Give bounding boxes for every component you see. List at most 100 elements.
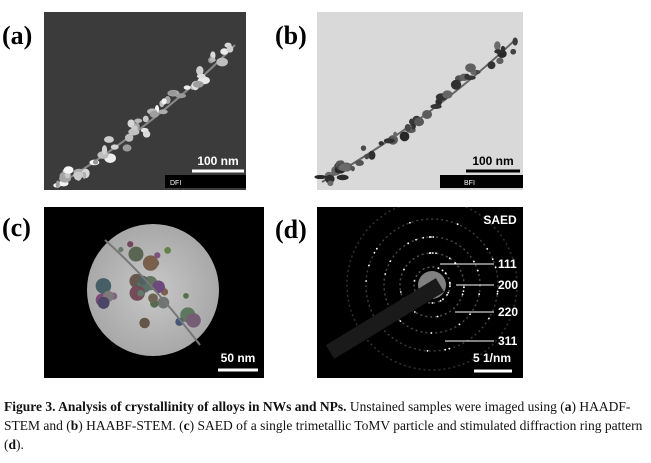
diffraction-spot: [415, 238, 417, 241]
nanoparticle: [139, 317, 150, 329]
diffraction-spot: [399, 291, 402, 293]
mode-label: BFI: [464, 180, 475, 187]
diffraction-spot: [375, 247, 378, 250]
diffraction-ring: [346, 199, 518, 371]
diffraction-spot: [368, 264, 370, 267]
diffraction-spot: [431, 252, 434, 254]
diffraction-spot: [431, 302, 434, 304]
diffraction-spot: [373, 251, 376, 254]
nanoparticle: [399, 131, 410, 142]
diffraction-spot: [463, 286, 465, 289]
nanoparticle: [220, 48, 229, 55]
nanoparticle: [124, 133, 134, 142]
diffraction-spot: [449, 283, 451, 285]
nanoparticle: [192, 81, 204, 88]
nanoparticle: [378, 141, 384, 146]
diffraction-spot: [449, 285, 451, 288]
nanoparticle: [464, 73, 470, 79]
nanoparticle: [138, 275, 148, 285]
scale-label: 100 nm: [197, 154, 238, 168]
mode-label: DFI: [170, 180, 181, 187]
ring-label: 111: [498, 257, 517, 271]
grid-hole: [87, 224, 219, 356]
nanoparticle: [465, 63, 476, 73]
nanoparticle: [142, 255, 159, 271]
nanoparticle: [364, 153, 370, 160]
nanoparticle: [97, 296, 110, 309]
caption-text: ) HAABF-STEM. (: [78, 418, 184, 433]
caption-text: ) SAED of a single trimetallic ToMV part…: [4, 418, 643, 452]
diffraction-spot: [478, 293, 481, 295]
caption-text: d: [8, 437, 17, 452]
nanoparticle: [142, 130, 151, 138]
particles-c: [95, 239, 201, 346]
nanoparticle: [92, 159, 99, 165]
nanoparticle: [158, 109, 168, 115]
nanoparticle: [103, 136, 114, 143]
caption-text: Unstained samples were imaged using (: [346, 399, 565, 414]
nanoparticle: [360, 145, 367, 151]
diffraction-spot: [365, 280, 368, 282]
beam-stop: [325, 278, 445, 359]
nanoparticle: [496, 57, 504, 64]
diffraction-spot: [399, 320, 402, 323]
mode-box: [165, 175, 246, 188]
diffraction-spot: [403, 268, 405, 271]
nanoparticle: [128, 246, 144, 262]
nanoparticle: [383, 138, 395, 144]
nanoparticle: [314, 174, 327, 180]
nanoparticle: [209, 57, 216, 63]
panel-title: SAED: [483, 213, 517, 227]
diffraction-spot: [413, 311, 416, 313]
nanoparticle: [154, 252, 161, 259]
diffraction-ring: [413, 266, 451, 304]
diffraction-spot: [476, 269, 479, 272]
nanoparticle: [157, 296, 170, 309]
caption: Figure 3. Analysis of crystallinity of a…: [4, 397, 644, 454]
diffraction-spot: [439, 299, 442, 302]
diffraction-spot: [426, 349, 429, 352]
diffraction-spot: [441, 298, 444, 301]
nanoparticle: [168, 89, 177, 96]
nanoparticle: [122, 144, 132, 152]
nanoparticle: [118, 247, 124, 253]
nanoparticle: [494, 49, 503, 54]
diffraction-spot: [444, 348, 447, 351]
nanoparticle: [63, 166, 74, 174]
diffraction-spot: [430, 332, 433, 334]
diffraction-spot: [461, 293, 464, 296]
scale-label: 5 1/nm: [473, 351, 511, 365]
diffraction-spot: [488, 317, 490, 320]
nanoparticle: [134, 118, 143, 123]
ring-label: 311: [498, 334, 518, 348]
nanoparticle: [216, 57, 228, 67]
diffraction-spot: [469, 313, 471, 316]
diffraction-spot: [413, 280, 416, 282]
particles-b: [314, 37, 518, 187]
panel-a-image: [44, 12, 246, 190]
nanoparticle: [487, 61, 496, 70]
diffraction-spot: [446, 293, 449, 296]
diffraction-spot: [458, 323, 461, 326]
nanoparticle: [161, 98, 167, 105]
nanoparticle: [350, 166, 355, 172]
nanoparticle: [450, 79, 462, 90]
diffraction-spot: [448, 347, 451, 350]
nanoparticle: [355, 159, 364, 166]
nanoparticle: [327, 180, 334, 187]
diffraction-spot: [432, 236, 435, 238]
diffraction-spot: [389, 260, 392, 263]
nanoparticle: [164, 247, 172, 254]
diffraction-spot: [491, 258, 494, 261]
ring-label: 200: [498, 278, 518, 292]
nanoparticle: [196, 73, 206, 79]
diffraction-spot: [486, 248, 489, 250]
nanoparticle: [404, 124, 411, 132]
particles-a: [53, 42, 236, 189]
nanoparticle: [128, 128, 140, 136]
nanoparticle: [110, 144, 119, 150]
caption-text: Figure 3. Analysis of crystallinity of a…: [4, 399, 347, 414]
nanoparticle: [142, 115, 149, 123]
scale-label: 50 nm: [221, 351, 256, 365]
nanoparticle: [101, 145, 108, 155]
